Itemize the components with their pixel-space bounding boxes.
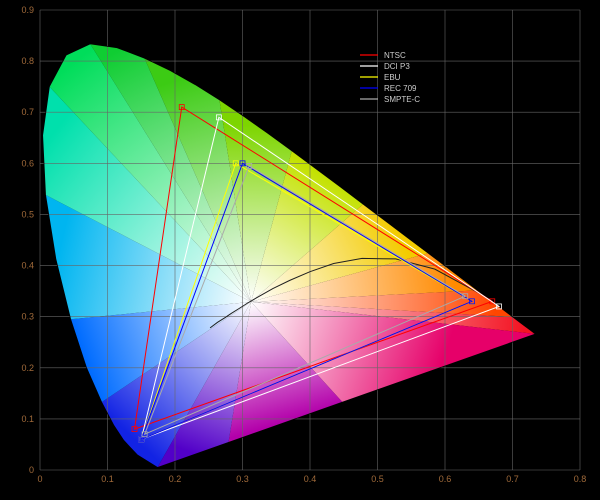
legend-label: SMPTE-C	[384, 95, 420, 104]
x-tick-label: 0.6	[439, 474, 452, 484]
x-tick-label: 0.3	[236, 474, 249, 484]
y-tick-label: 0.4	[21, 261, 34, 271]
x-tick-label: 0	[37, 474, 42, 484]
y-tick-label: 0.6	[21, 158, 34, 168]
y-tick-label: 0.2	[21, 363, 34, 373]
x-tick-label: 0.2	[169, 474, 182, 484]
y-tick-label: 0.1	[21, 414, 34, 424]
y-tick-label: 0.9	[21, 5, 34, 15]
x-tick-label: 0.1	[101, 474, 114, 484]
y-tick-label: 0.3	[21, 312, 34, 322]
x-tick-label: 0.8	[574, 474, 587, 484]
y-tick-label: 0.7	[21, 107, 34, 117]
y-tick-label: 0.5	[21, 209, 34, 219]
y-tick-label: 0.8	[21, 56, 34, 66]
legend-label: NTSC	[384, 51, 406, 60]
x-tick-label: 0.5	[371, 474, 384, 484]
x-tick-label: 0.4	[304, 474, 317, 484]
legend-label: REC 709	[384, 84, 417, 93]
y-tick-label: 0	[29, 465, 34, 475]
legend-label: DCI P3	[384, 62, 410, 71]
chromaticity-chart: 0 0.1 0.2 0.3 0.4 0.5 0.6 0.7 0.8 0 0.1 0.2 0.3 0.4 0.…	[0, 0, 600, 500]
x-tick-label: 0.7	[506, 474, 519, 484]
legend-label: EBU	[384, 73, 401, 82]
